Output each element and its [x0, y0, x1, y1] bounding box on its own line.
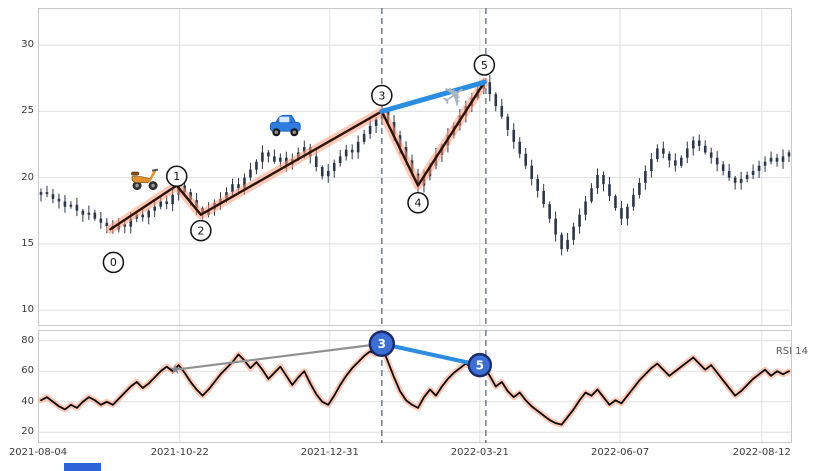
wave-marker-5: 5: [473, 54, 496, 76]
x-tick-label: 2021-08-04: [8, 447, 68, 458]
x-tick-label: 2021-12-31: [300, 447, 359, 458]
svg-text:5: 5: [481, 59, 488, 72]
rsi-y-tick-label: 80: [21, 334, 34, 346]
wave-marker-3: 3: [371, 84, 393, 107]
price-y-tick-label: 10: [21, 304, 34, 316]
wave-marker-0: 0: [102, 251, 125, 274]
wave-line: [109, 80, 486, 231]
svg-text:2: 2: [197, 224, 204, 237]
rsi-indicator-label: RSI 14: [775, 346, 808, 357]
price-y-tick-label: 20: [21, 171, 34, 183]
wave3-5-blue-line: [379, 79, 487, 114]
x-tick-label: 2022-03-21: [450, 447, 509, 458]
rsi-line: [40, 345, 790, 426]
rsi-line-glow: [38, 343, 792, 428]
svg-text:5: 5: [476, 358, 484, 372]
svg-text:3: 3: [378, 337, 386, 351]
rsi-marker-3: 3: [368, 330, 396, 357]
wave-marker-4: 4: [407, 192, 429, 214]
panel-border: [38, 330, 792, 443]
rsi-gray-trend-line: [174, 342, 383, 371]
wave-marker-1: 1: [165, 165, 188, 188]
price-y-tick-label: 30: [21, 39, 34, 51]
car-icon: [269, 114, 301, 137]
rsi-y-tick-label: 60: [21, 365, 34, 377]
star-marker: ★: [169, 362, 182, 378]
x-tick-label: 2022-06-07: [591, 447, 650, 458]
svg-text:0: 0: [110, 256, 117, 269]
price-y-tick-label: 25: [21, 105, 34, 117]
rsi-blue-line: [379, 341, 482, 368]
x-tick-label: 2021-10-22: [150, 447, 209, 458]
rsi-panel: ★ 3 5: [38, 330, 792, 443]
svg-text:1: 1: [173, 170, 180, 183]
rsi-y-tick-label: 20: [21, 426, 34, 438]
gridlines: [38, 330, 792, 443]
price-y-tick-label: 15: [21, 237, 34, 249]
bottom-blue-strip: [64, 463, 101, 471]
scooter-icon: [131, 168, 159, 191]
svg-text:4: 4: [415, 197, 422, 210]
rsi-marker-5: 5: [467, 352, 493, 378]
wave-marker-2: 2: [190, 219, 212, 242]
x-tick-label: 2022-08-12: [732, 447, 791, 458]
rsi-y-tick-label: 40: [21, 395, 34, 407]
dashed-vlines: [381, 330, 487, 443]
panel-border: [38, 8, 792, 326]
svg-text:3: 3: [378, 89, 385, 102]
gridlines: [38, 8, 792, 326]
